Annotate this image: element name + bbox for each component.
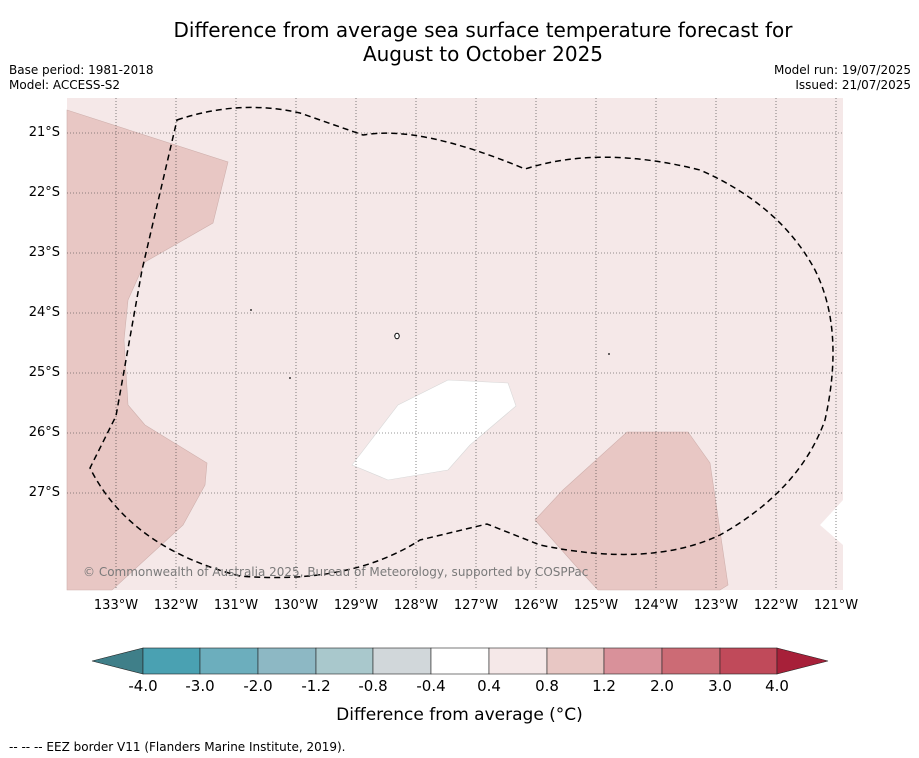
colorbar-extend-high	[776, 647, 829, 675]
colorbar-segment	[315, 647, 374, 675]
neutral-anomaly-center	[351, 379, 517, 481]
graticule	[67, 98, 843, 590]
longitude-tick-label: 125°W	[573, 598, 619, 613]
colorbar-segment	[142, 647, 201, 675]
longitude-tick-label: 133°W	[93, 598, 139, 613]
colorbar-tick-label: -3.0	[185, 677, 215, 695]
meta-left: Base period: 1981-2018 Model: ACCESS-S2	[9, 63, 154, 93]
colorbar-tick-label: -4.0	[128, 677, 158, 695]
copyright-notice: © Commonwealth of Australia 2025, Bureau…	[83, 565, 589, 579]
colorbar-tick-label: 3.0	[708, 677, 732, 695]
colorbar-title: Difference from average (°C)	[336, 705, 583, 725]
latitude-tick-label: 22°S	[28, 185, 60, 200]
colorbar-tick-label: -2.0	[243, 677, 273, 695]
colorbar-tick-label: 0.8	[535, 677, 559, 695]
meta-right: Model run: 19/07/2025 Issued: 21/07/2025	[774, 63, 911, 93]
longitude-tick-label: 132°W	[153, 598, 199, 613]
colorbar-tick-label: -1.2	[301, 677, 331, 695]
island	[250, 309, 252, 311]
colorbar-segment	[661, 647, 721, 675]
colorbar-extend-low	[91, 647, 144, 675]
eez-border	[89, 106, 834, 579]
issued-date: Issued: 21/07/2025	[795, 78, 911, 92]
colorbar-segment	[546, 647, 605, 675]
colorbar-tick-label: 0.4	[477, 677, 501, 695]
latitude-tick-label: 24°S	[28, 305, 60, 320]
island	[608, 353, 610, 355]
colorbar-segment	[603, 647, 663, 675]
base-period: Base period: 1981-2018	[9, 63, 154, 77]
colorbar-tick-label: -0.4	[416, 677, 446, 695]
colorbar	[91, 647, 829, 675]
longitude-tick-label: 124°W	[633, 598, 679, 613]
colorbar-segment	[199, 647, 259, 675]
model-run: Model run: 19/07/2025	[773, 63, 911, 77]
longitude-tick-label: 121°W	[813, 598, 859, 613]
warm-anomaly-southeast	[534, 431, 729, 591]
longitude-tick-label: 126°W	[513, 598, 559, 613]
colorbar-tick-label: 1.2	[592, 677, 616, 695]
longitude-tick-label: 128°W	[393, 598, 439, 613]
island	[289, 377, 291, 379]
island	[394, 332, 400, 340]
latitude-tick-label: 26°S	[28, 425, 60, 440]
title-line-2: August to October 2025	[362, 42, 604, 66]
footnote: -- -- -- EEZ border V11 (Flanders Marine…	[9, 740, 346, 754]
colorbar-tick-label: 2.0	[650, 677, 674, 695]
longitude-tick-label: 129°W	[333, 598, 379, 613]
colorbar-segment	[719, 647, 778, 675]
longitude-tick-label: 131°W	[213, 598, 259, 613]
longitude-tick-label: 130°W	[273, 598, 319, 613]
neutral-anomaly-east	[820, 500, 843, 545]
colorbar-segment	[488, 647, 548, 675]
colorbar-tick-label: -0.8	[358, 677, 388, 695]
latitude-tick-label: 21°S	[28, 125, 60, 140]
warm-anomaly-west	[66, 109, 229, 591]
latitude-tick-label: 27°S	[28, 485, 60, 500]
colorbar-segment	[257, 647, 317, 675]
colorbar-segment	[430, 647, 490, 675]
latitude-tick-label: 25°S	[28, 365, 60, 380]
longitude-tick-label: 123°W	[693, 598, 739, 613]
longitude-tick-label: 122°W	[753, 598, 799, 613]
latitude-tick-label: 23°S	[28, 245, 60, 260]
colorbar-tick-label: 4.0	[765, 677, 789, 695]
chart-title: Difference from average sea surface temp…	[0, 18, 919, 66]
title-line-1: Difference from average sea surface temp…	[173, 18, 793, 42]
colorbar-segment	[372, 647, 432, 675]
longitude-tick-label: 127°W	[453, 598, 499, 613]
model-name: Model: ACCESS-S2	[9, 78, 121, 92]
